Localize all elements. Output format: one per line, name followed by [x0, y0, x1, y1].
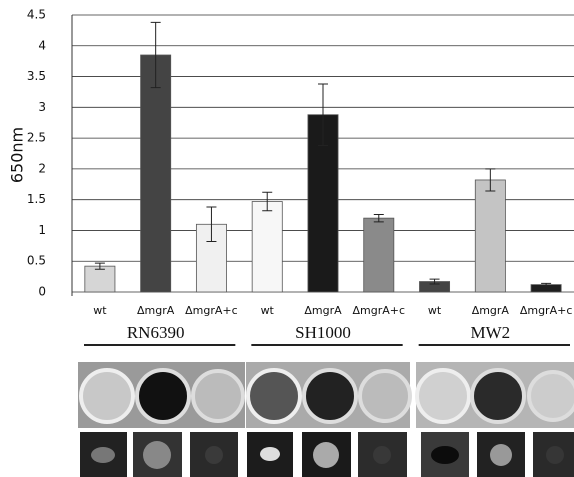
- y-tick-label: 3.5: [27, 69, 46, 83]
- bar: [141, 55, 171, 292]
- plate-photos: [78, 362, 574, 428]
- y-tick-label: 4: [38, 38, 46, 52]
- x-tick-label: ΔmgrA: [137, 304, 175, 317]
- x-tick-label: ΔmgrA+c: [520, 304, 573, 317]
- y-tick-label: 2.5: [27, 131, 46, 145]
- y-tick-label: 1: [38, 223, 46, 237]
- figure: 650nm 0 0.5 1 1.5 2 2.5 3 3.5 4 4.5 wt ΔmgrA ΔmgrA+c…: [0, 0, 574, 477]
- x-tick-label: wt: [261, 304, 275, 317]
- x-tick-label: wt: [428, 304, 442, 317]
- bar: [364, 218, 394, 292]
- group-label: SH1000: [295, 323, 351, 342]
- x-tick-label: ΔmgrA: [472, 304, 510, 317]
- y-tick-label: 3: [38, 100, 46, 114]
- y-tick-label: 4.5: [27, 8, 46, 22]
- bar: [85, 266, 115, 292]
- bar: [252, 202, 282, 292]
- y-tick-label: 2: [38, 161, 46, 175]
- group-label: RN6390: [127, 323, 185, 342]
- x-tick-label: ΔmgrA+c: [185, 304, 238, 317]
- y-tick-label: 0.5: [27, 254, 46, 268]
- bar: [475, 180, 505, 292]
- colony-photos: [80, 432, 574, 477]
- y-tick-label: 1.5: [27, 192, 46, 206]
- x-tick-label: ΔmgrA: [304, 304, 342, 317]
- x-tick-label: ΔmgrA+c: [353, 304, 406, 317]
- y-tick-label: 0: [38, 285, 46, 299]
- x-tick-label: wt: [93, 304, 107, 317]
- group-label: MW2: [470, 323, 510, 342]
- y-axis-label: 650nm: [8, 127, 27, 183]
